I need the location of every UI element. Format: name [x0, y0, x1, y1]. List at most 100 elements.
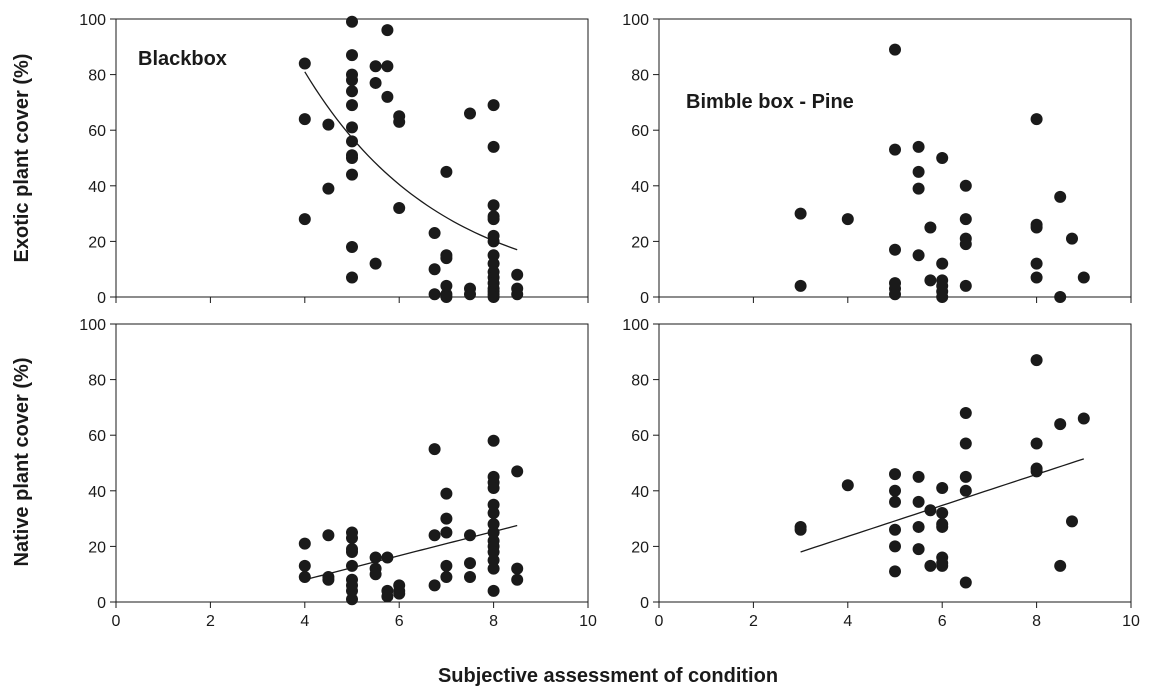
data-point	[346, 240, 358, 253]
data-point	[1030, 465, 1043, 478]
data-point	[487, 235, 500, 248]
data-point	[369, 568, 382, 581]
data-point	[487, 545, 500, 558]
data-point	[346, 15, 358, 28]
data-point	[322, 118, 335, 131]
y-tick-label: 100	[79, 12, 106, 29]
y-tick-label: 60	[631, 123, 649, 140]
data-point	[381, 90, 394, 103]
data-point	[924, 504, 937, 517]
x-tick-label: 2	[206, 613, 215, 630]
data-point	[912, 165, 925, 178]
data-point	[428, 288, 441, 301]
panel-blackbox-native: 0 20 40 60 80 100 0 2 4 6 8 10	[79, 317, 597, 630]
data-point	[369, 551, 382, 564]
y-tick-label: 20	[88, 234, 106, 251]
x-tick-label: 4	[300, 613, 309, 630]
data-point	[912, 182, 925, 195]
data-point	[959, 576, 972, 589]
data-point	[464, 288, 476, 301]
y-tick-label: 0	[640, 290, 649, 307]
data-point	[841, 213, 854, 226]
x-tick-label: 6	[938, 613, 947, 630]
data-point	[889, 243, 901, 256]
data-point	[924, 559, 937, 572]
data-point	[511, 573, 524, 586]
data-point	[487, 434, 500, 447]
data-point	[1030, 257, 1043, 270]
data-point	[298, 213, 311, 226]
data-point	[322, 573, 335, 586]
x-tick-label: 10	[1122, 613, 1140, 630]
data-point	[440, 291, 453, 303]
data-point	[959, 437, 972, 450]
data-point	[936, 559, 949, 572]
data-point	[841, 479, 854, 492]
data-point	[346, 559, 358, 572]
data-point	[440, 279, 453, 292]
data-point	[393, 202, 406, 215]
data-point	[487, 291, 500, 303]
data-point	[487, 518, 500, 531]
data-point	[298, 57, 311, 70]
data-point	[1030, 271, 1043, 284]
data-point	[924, 274, 937, 287]
data-point	[889, 523, 901, 536]
data-point	[889, 484, 901, 497]
y-tick-label: 20	[631, 539, 649, 556]
data-point	[346, 593, 358, 606]
data-point	[959, 279, 972, 292]
data-point	[440, 487, 453, 500]
data-point	[440, 512, 453, 525]
data-point	[511, 465, 524, 478]
data-point	[511, 288, 524, 301]
data-point	[381, 590, 394, 603]
data-point	[428, 579, 441, 592]
panel-bimble-box-pine-exotic: 0 20 40 60 80 100 Bimble box - Pine	[622, 12, 1132, 307]
data-point	[346, 85, 358, 98]
trend-line	[304, 71, 518, 251]
data-point	[912, 543, 925, 556]
data-point	[1066, 232, 1078, 245]
data-point	[487, 584, 500, 597]
data-point	[1030, 437, 1043, 450]
data-point	[298, 113, 311, 126]
x-tick-label: 2	[749, 613, 758, 630]
data-point	[369, 60, 382, 73]
data-point	[440, 252, 453, 265]
data-point	[464, 570, 476, 583]
data-point	[440, 526, 453, 539]
y-tick-label: 100	[622, 317, 649, 334]
data-point	[346, 532, 358, 545]
data-point	[393, 587, 406, 600]
data-point	[487, 213, 500, 226]
data-point	[346, 271, 358, 284]
panel-label: Bimble box - Pine	[686, 91, 854, 113]
data-point	[889, 495, 901, 508]
data-point	[487, 249, 500, 262]
data-point	[346, 74, 358, 87]
data-point	[889, 565, 901, 578]
y-tick-label: 60	[631, 428, 649, 445]
data-point	[346, 121, 358, 134]
x-axis-title: Subjective assessment of condition	[438, 665, 778, 687]
data-point	[428, 263, 441, 276]
data-point	[1054, 190, 1067, 203]
y-tick-label: 0	[97, 595, 106, 612]
data-point	[369, 257, 382, 270]
data-point	[464, 557, 476, 570]
data-point	[487, 99, 500, 112]
data-point	[889, 540, 901, 553]
data-point	[1054, 291, 1067, 303]
y-tick-label: 20	[631, 234, 649, 251]
y-tick-label: 80	[88, 373, 106, 390]
data-point	[298, 570, 311, 583]
data-point	[912, 140, 925, 153]
data-point	[936, 482, 949, 495]
data-point	[889, 468, 901, 481]
data-point	[1066, 515, 1078, 528]
data-point	[959, 470, 972, 483]
data-point	[381, 551, 394, 564]
y-tick-label: 40	[88, 179, 106, 196]
